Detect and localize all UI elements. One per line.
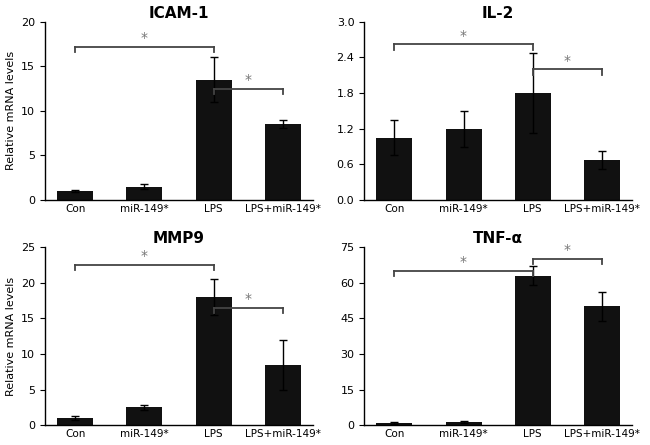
Y-axis label: Relative mRNA levels: Relative mRNA levels	[6, 277, 16, 396]
Bar	[376, 423, 412, 425]
Bar	[445, 422, 482, 425]
Bar	[445, 129, 482, 200]
Text: *: *	[245, 73, 252, 87]
Title: IL-2: IL-2	[482, 5, 514, 20]
Title: MMP9: MMP9	[153, 231, 205, 246]
Title: TNF-α: TNF-α	[473, 231, 523, 246]
Bar	[196, 80, 232, 200]
Bar	[515, 93, 551, 200]
Text: *: *	[564, 243, 571, 258]
Bar	[376, 138, 412, 200]
Text: *: *	[460, 29, 467, 43]
Y-axis label: Relative mRNA levels: Relative mRNA levels	[6, 51, 16, 170]
Bar	[515, 275, 551, 425]
Bar	[584, 307, 620, 425]
Title: ICAM-1: ICAM-1	[149, 5, 209, 20]
Text: *: *	[245, 292, 252, 306]
Text: *: *	[141, 249, 148, 263]
Bar	[127, 408, 162, 425]
Bar	[57, 418, 93, 425]
Bar	[196, 297, 232, 425]
Bar	[584, 160, 620, 200]
Text: *: *	[141, 31, 148, 45]
Text: *: *	[564, 54, 571, 68]
Bar	[265, 364, 301, 425]
Bar	[57, 191, 93, 200]
Text: *: *	[460, 255, 467, 269]
Bar	[127, 186, 162, 200]
Bar	[265, 124, 301, 200]
